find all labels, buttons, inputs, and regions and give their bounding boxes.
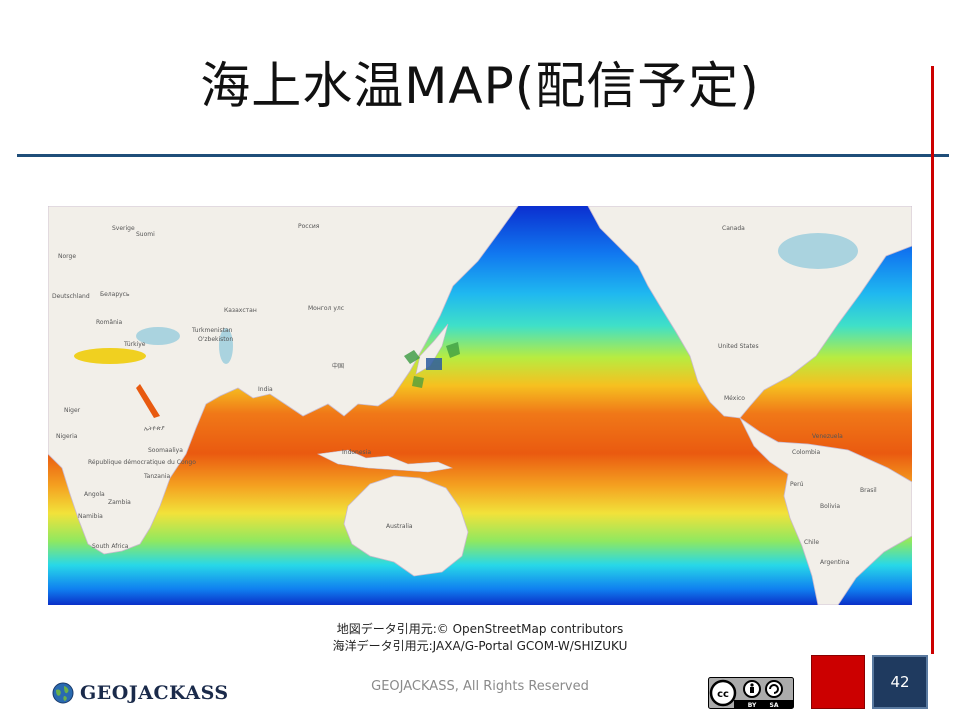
cc-sa-label: SA [770,702,779,709]
land-indonesia [316,449,454,473]
map-label-peru: Perú [790,481,804,488]
map-label-suomi: Suomi [136,231,155,238]
hudson-bay [778,233,858,269]
map-label-south-africa: South Africa [92,543,129,550]
geojackass-logo: GEOJACKASS [52,679,229,707]
map-label-norge: Norge [58,253,76,260]
red-accent-box [811,655,865,709]
map-label-indonesia: Indonesia [342,449,371,456]
sea-temperature-map[interactable]: Россия Canada Казахстан Монгол улс Turkm… [48,206,912,605]
map-label-nigeria: Nigeria [56,433,78,440]
land-eurasia-africa [48,206,519,555]
page-number-box: 42 [872,655,928,709]
map-label-zambia: Zambia [108,499,131,506]
map-label-argentina: Argentina [820,559,850,566]
cc-by-sa-icon[interactable]: cc BY SA [708,677,794,709]
caspian-sea [219,328,233,364]
map-label-belarus: Беларусь [100,291,130,298]
map-label-romania: România [96,319,123,326]
map-label-tanzania: Tanzania [143,473,170,480]
map-label-venezuela: Venezuela [812,433,843,440]
map-label-india: India [258,386,273,393]
land-australia [343,475,469,577]
map-credit: 地図データ引用元:© OpenStreetMap contributors [336,622,624,636]
red-sea [136,384,160,418]
map-label-united-states: United States [718,343,759,350]
globe-icon [52,682,74,704]
slide-title: 海上水温MAP(配信予定) [200,57,760,115]
map-label-china: 中国 [332,362,344,370]
cc-by-label: BY [748,702,757,709]
map-label-chile: Chile [804,539,819,546]
map-label-namibia: Namibia [78,513,103,520]
map-label-turkiye: Türkiye [123,341,146,348]
map-label-uzbekistan: O'zbekiston [198,336,233,343]
copyright-text: GEOJACKASS, All Rights Reserved [371,679,589,694]
map-label-drc: République démocratique du Congo [88,459,196,466]
map-label-mexico: México [724,395,745,402]
page-number: 42 [890,673,910,691]
black-sea [136,327,180,345]
map-label-somalia: Soomaaliya [148,447,183,454]
map-label-bolivia: Bolivia [820,503,840,510]
map-label-mongolia: Монгол улс [308,305,344,312]
area-marker [426,358,442,370]
mediterranean-sea [74,348,146,364]
map-label-sverige: Sverige [112,225,135,232]
map-label-colombia: Colombia [792,449,821,456]
map-label-niger: Niger [64,407,81,414]
map-label-canada: Canada [722,225,745,232]
map-label-russia: Россия [298,223,320,230]
area-marker [404,350,420,364]
brand-name: GEOJACKASS [80,682,229,704]
map-canvas: Россия Canada Казахстан Монгол улс Turkm… [48,206,912,605]
map-label-australia: Australia [386,523,413,530]
land-south-america [739,417,912,605]
map-label-brasil: Brasil [860,487,877,494]
side-accent-line [931,66,934,654]
map-label-kazakhstan: Казахстан [224,307,257,314]
ocean-data-credit: 海洋データ引用元:JAXA/G-Portal GCOM-W/SHIZUKU [332,639,628,653]
map-label-turkmenistan: Turkmenistan [191,327,233,334]
data-credits: 地図データ引用元:© OpenStreetMap contributors 海洋… [0,621,960,655]
title-divider [17,154,949,157]
svg-text:cc: cc [717,689,729,700]
map-label-deutschland: Deutschland [52,293,90,300]
area-marker [412,376,424,388]
map-label-angola: Angola [84,491,105,498]
land-japan [415,323,449,375]
map-label-ethiopia: ኢትዮጵያ [144,425,165,432]
area-marker [446,342,460,358]
